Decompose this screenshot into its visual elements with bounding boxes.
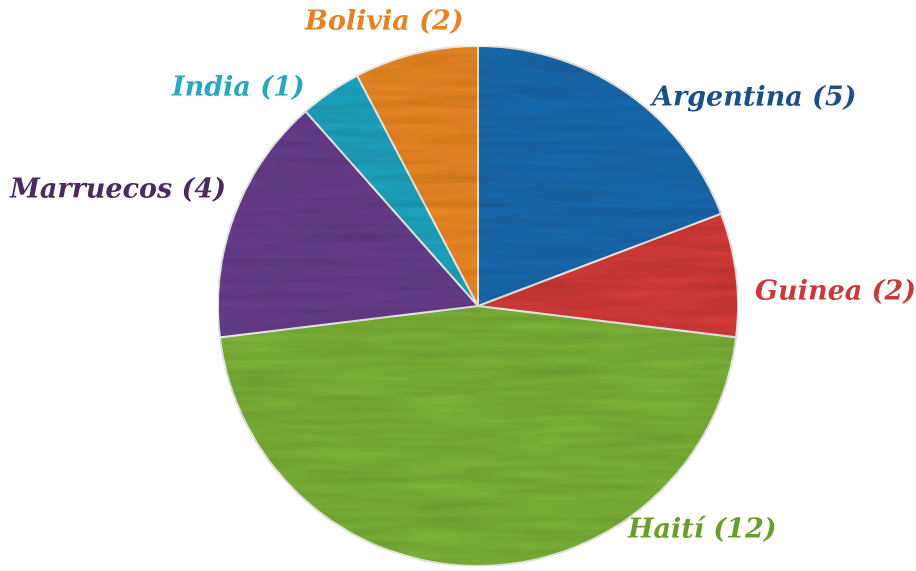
- slice-label: Argentina (5): [649, 82, 856, 113]
- slice-label: Bolivia (2): [304, 6, 464, 37]
- wedge: [477, 44, 723, 308]
- wedge: [355, 44, 479, 307]
- pie: [217, 44, 739, 567]
- slice-label: India (1): [171, 72, 305, 103]
- wedge: [477, 212, 739, 339]
- slice-label: Guinea (2): [755, 276, 916, 307]
- slice-label: Marruecos (4): [9, 174, 226, 205]
- slice-label: Haití (12): [627, 514, 777, 545]
- wedge: [218, 304, 738, 567]
- wedge: [217, 109, 481, 339]
